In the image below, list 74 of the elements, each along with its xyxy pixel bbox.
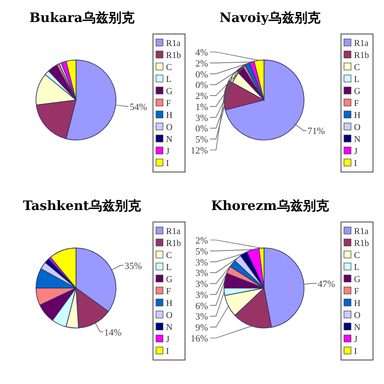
- legend-label: G: [166, 274, 173, 284]
- chart-title: Navoiy乌兹别克: [219, 10, 322, 26]
- legend-label: G: [166, 86, 173, 96]
- legend-label: N: [166, 134, 173, 144]
- chart-title: Bukara乌兹别克: [29, 10, 136, 26]
- legend-label: J: [166, 334, 170, 344]
- legend-label: L: [166, 74, 172, 84]
- data-label: 3%: [195, 290, 208, 301]
- legend-label: G: [354, 86, 361, 96]
- legend-label: L: [166, 262, 172, 272]
- legend-label: H: [166, 298, 173, 308]
- text: 0%: [195, 70, 208, 80]
- legend-label: R1a: [354, 38, 369, 48]
- legend-label: I: [354, 346, 357, 356]
- data-label: 5%: [195, 136, 208, 146]
- chart-title: Tashkent乌兹别克: [22, 198, 142, 214]
- data-label: 47%: [318, 280, 336, 290]
- data-label: 2%: [195, 92, 208, 102]
- data-label: 2%: [195, 59, 208, 70]
- data-label: 1%: [195, 102, 208, 113]
- legend-label: G: [354, 274, 361, 284]
- legend-label: C: [166, 250, 172, 260]
- data-label: 54%: [130, 102, 148, 113]
- legend-label: F: [166, 286, 172, 296]
- data-label: 14%: [104, 328, 122, 338]
- legend-label: L: [354, 74, 360, 84]
- data-label: 4%: [195, 48, 208, 58]
- legend-label: F: [354, 98, 360, 108]
- legend-label: C: [354, 62, 360, 72]
- legend-label: R1a: [166, 38, 181, 48]
- legend-label: I: [166, 158, 169, 168]
- text: 0%: [195, 124, 208, 135]
- legend-label: H: [166, 110, 173, 120]
- legend-label: O: [354, 122, 361, 132]
- data-label: 6%: [195, 302, 208, 312]
- chart-title: Khorezm乌兹别克: [211, 198, 330, 214]
- legend-label: I: [354, 158, 357, 168]
- data-label: 3%: [195, 114, 208, 124]
- legend-label: R1b: [354, 238, 370, 248]
- legend-label: N: [354, 134, 361, 144]
- data-label: 16%: [190, 334, 208, 344]
- data-label: 35%: [124, 262, 142, 272]
- pie-slice: [224, 60, 304, 140]
- legend-label: C: [354, 250, 360, 260]
- legend-label: O: [166, 310, 173, 320]
- data-label: 9%: [195, 324, 208, 334]
- legend-label: C: [166, 62, 172, 72]
- data-label: 71%: [308, 127, 326, 138]
- data-label: 5%: [195, 247, 208, 258]
- legend-label: R1b: [354, 50, 370, 60]
- legend-label: R1a: [354, 226, 369, 236]
- legend-label: N: [354, 322, 361, 332]
- data-label: 3%: [195, 312, 208, 323]
- legend-label: F: [166, 98, 172, 108]
- legend-label: H: [354, 298, 361, 308]
- legend-label: J: [354, 146, 358, 156]
- legend-label: L: [354, 262, 360, 272]
- legend-label: J: [354, 334, 358, 344]
- text: 0%: [195, 81, 208, 92]
- data-label: 3%: [195, 280, 208, 290]
- legend-label: O: [354, 310, 361, 320]
- legend-label: R1a: [166, 226, 181, 236]
- legend-label: O: [166, 122, 173, 132]
- data-label: 3%: [195, 269, 208, 280]
- legend-label: J: [166, 146, 170, 156]
- legend-label: R1b: [166, 238, 182, 248]
- data-label: 2%: [195, 236, 208, 246]
- legend-label: F: [354, 286, 360, 296]
- legend-label: R1b: [166, 50, 182, 60]
- legend-label: I: [166, 346, 169, 356]
- data-label: 3%: [195, 258, 208, 268]
- legend-label: N: [166, 322, 173, 332]
- data-label: 12%: [190, 146, 208, 156]
- legend-label: H: [354, 110, 361, 120]
